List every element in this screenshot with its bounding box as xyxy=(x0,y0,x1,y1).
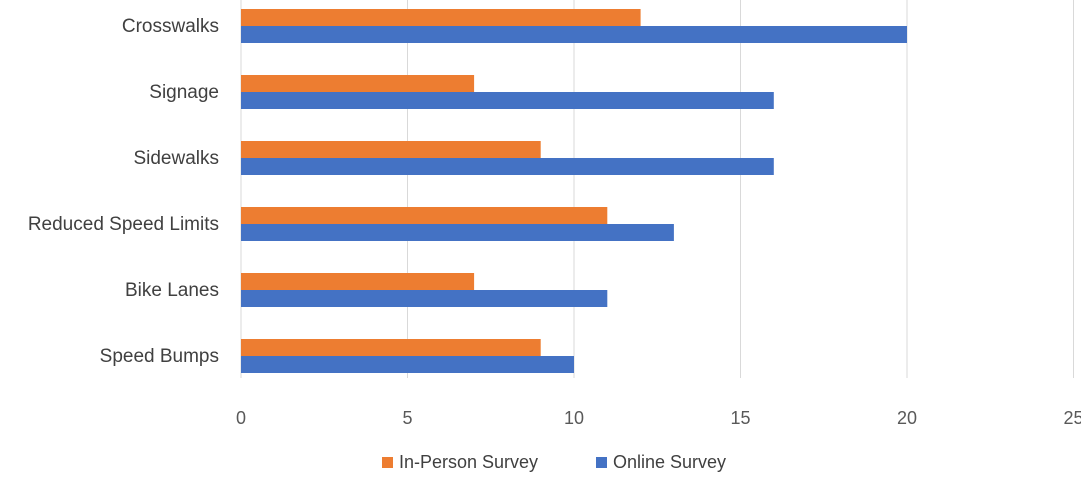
x-tick-label: 5 xyxy=(402,408,412,428)
x-tick-label: 0 xyxy=(236,408,246,428)
category-label: Bike Lanes xyxy=(125,280,219,301)
bar xyxy=(241,207,608,224)
bar xyxy=(241,75,475,92)
legend-label: In-Person Survey xyxy=(399,452,538,472)
bar xyxy=(241,339,541,356)
category-label: Crosswalks xyxy=(122,16,219,37)
legend-swatch xyxy=(596,457,607,468)
bar xyxy=(241,26,907,43)
bar xyxy=(241,224,674,241)
legend: In-Person Survey Online Survey xyxy=(382,452,726,472)
legend-swatch xyxy=(382,457,393,468)
category-labels: Crosswalks Signage Sidewalks Reduced Speed … xyxy=(28,16,219,367)
bar xyxy=(241,92,774,109)
bar xyxy=(241,273,475,290)
x-tick-label: 20 xyxy=(897,408,917,428)
bar xyxy=(241,141,541,158)
bars xyxy=(241,9,907,373)
bar xyxy=(241,9,641,26)
x-tick-label: 10 xyxy=(564,408,584,428)
x-tick-label: 15 xyxy=(730,408,750,428)
bar xyxy=(241,158,774,175)
bar xyxy=(241,290,608,307)
category-label: Reduced Speed Limits xyxy=(28,214,219,235)
bar xyxy=(241,356,574,373)
legend-label: Online Survey xyxy=(613,452,726,472)
category-label: Speed Bumps xyxy=(100,346,219,367)
category-label: Sidewalks xyxy=(133,148,219,169)
x-tick-label: 25 xyxy=(1063,408,1081,428)
category-label: Signage xyxy=(149,82,219,103)
x-axis-tick-labels: 0 5 10 15 20 25 xyxy=(236,408,1081,428)
gridlines xyxy=(240,0,1074,378)
